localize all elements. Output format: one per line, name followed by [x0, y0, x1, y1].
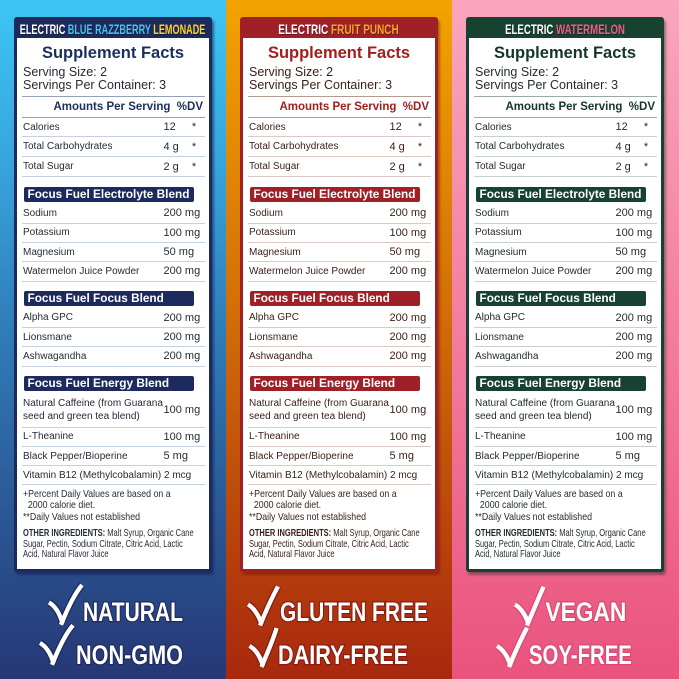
svg-text:SOY-FREE: SOY-FREE: [529, 640, 632, 670]
svg-text:NON-GMO: NON-GMO: [76, 640, 183, 670]
svg-text:GLUTEN FREE: GLUTEN FREE: [280, 597, 428, 627]
svg-text:DAIRY-FREE: DAIRY-FREE: [278, 640, 408, 670]
svg-text:NATURAL: NATURAL: [83, 597, 183, 627]
svg-text:VEGAN: VEGAN: [545, 597, 626, 627]
